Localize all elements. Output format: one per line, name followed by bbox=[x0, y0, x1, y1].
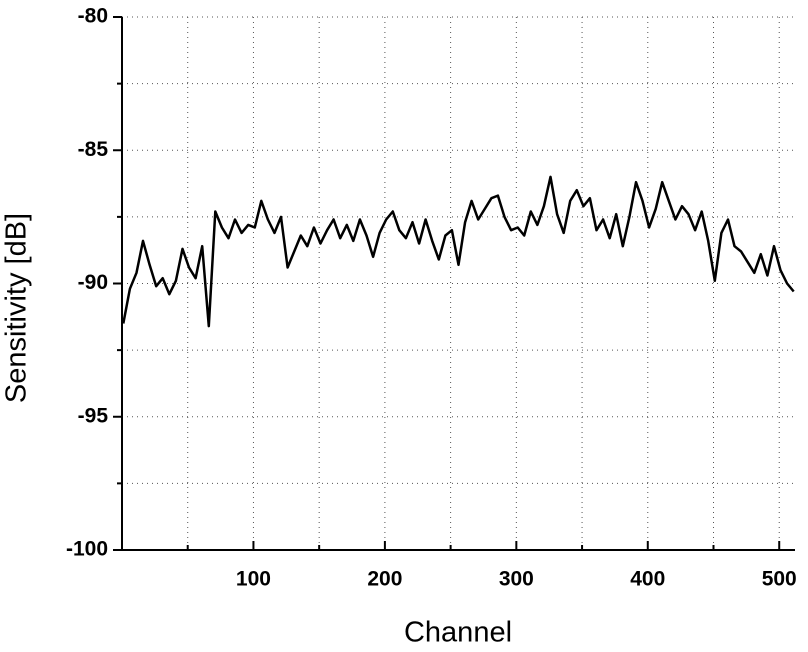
y-tick-label: -95 bbox=[78, 404, 109, 427]
x-tick-label: 300 bbox=[499, 568, 534, 591]
x-tick-label: 200 bbox=[367, 568, 402, 591]
y-tick-label: -80 bbox=[78, 5, 108, 28]
x-tick-label: 500 bbox=[762, 568, 797, 591]
y-tick-label: -85 bbox=[78, 138, 109, 161]
x-axis-title: Channel bbox=[404, 617, 512, 649]
y-tick-label: -100 bbox=[66, 538, 108, 561]
y-axis-title: Sensitivity [dB] bbox=[1, 213, 33, 403]
data-line bbox=[122, 175, 795, 328]
x-tick-label: 100 bbox=[236, 568, 271, 591]
x-tick-label: 400 bbox=[630, 568, 665, 591]
y-tick-label: -90 bbox=[78, 271, 108, 294]
